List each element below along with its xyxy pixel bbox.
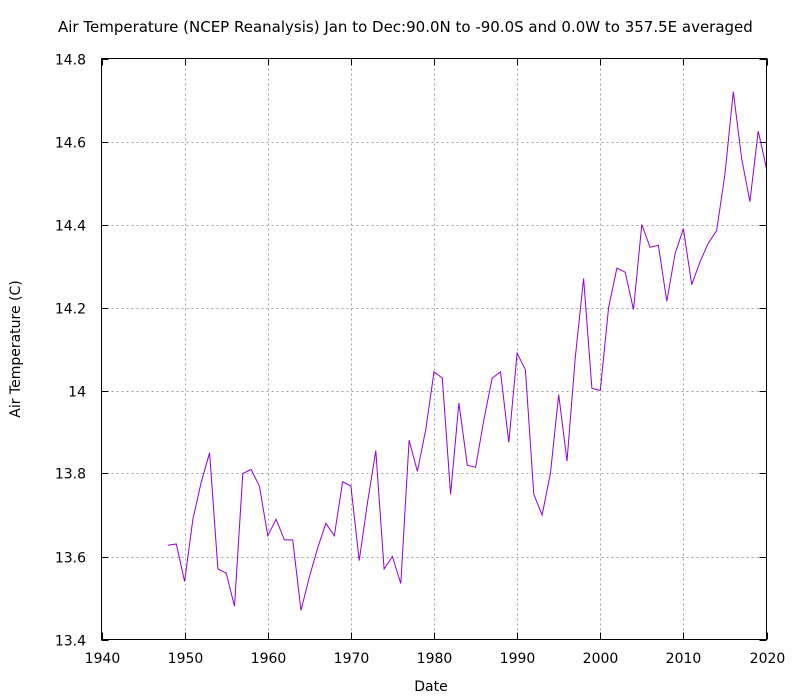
x-axis-label: Date	[414, 679, 447, 695]
x-tick-label: 1970	[334, 651, 370, 667]
chart-title: Air Temperature (NCEP Reanalysis) Jan to…	[58, 18, 753, 36]
y-tick-label: 14	[68, 385, 86, 401]
y-tick-label: 14.4	[55, 219, 86, 235]
axis-ticks	[101, 58, 768, 641]
y-tick-label: 14.2	[55, 302, 86, 318]
x-tick-label: 1960	[251, 651, 287, 667]
y-tick-label: 13.4	[55, 634, 86, 650]
x-tick-label: 2010	[666, 651, 702, 667]
x-tick-labels: 1940 1950 1960 1970 1980 1990 2000 2010 2020	[85, 651, 786, 667]
y-tick-label: 14.8	[55, 53, 86, 69]
x-tick-label: 1950	[168, 651, 204, 667]
series-layer	[167, 91, 767, 611]
x-tick-label: 1980	[417, 651, 453, 667]
y-tick-label: 13.6	[55, 551, 86, 567]
y-axis-label: Air Temperature (C)	[8, 280, 24, 418]
x-tick-label: 1940	[85, 651, 121, 667]
x-tick-label: 1990	[500, 651, 536, 667]
y-tick-labels: 13.4 13.6 13.8 14 14.2 14.4 14.6 14.8	[55, 53, 86, 650]
grid	[101, 58, 767, 640]
plot-frame	[101, 58, 767, 640]
series-line-0	[167, 91, 767, 611]
y-tick-label: 13.8	[55, 467, 86, 483]
x-tick-label: 2020	[750, 651, 786, 667]
x-tick-label: 2000	[583, 651, 619, 667]
y-tick-label: 14.6	[55, 136, 86, 152]
